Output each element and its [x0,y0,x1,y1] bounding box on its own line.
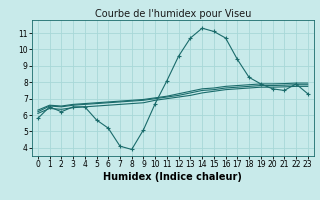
X-axis label: Humidex (Indice chaleur): Humidex (Indice chaleur) [103,172,242,182]
Title: Courbe de l'humidex pour Viseu: Courbe de l'humidex pour Viseu [95,9,251,19]
